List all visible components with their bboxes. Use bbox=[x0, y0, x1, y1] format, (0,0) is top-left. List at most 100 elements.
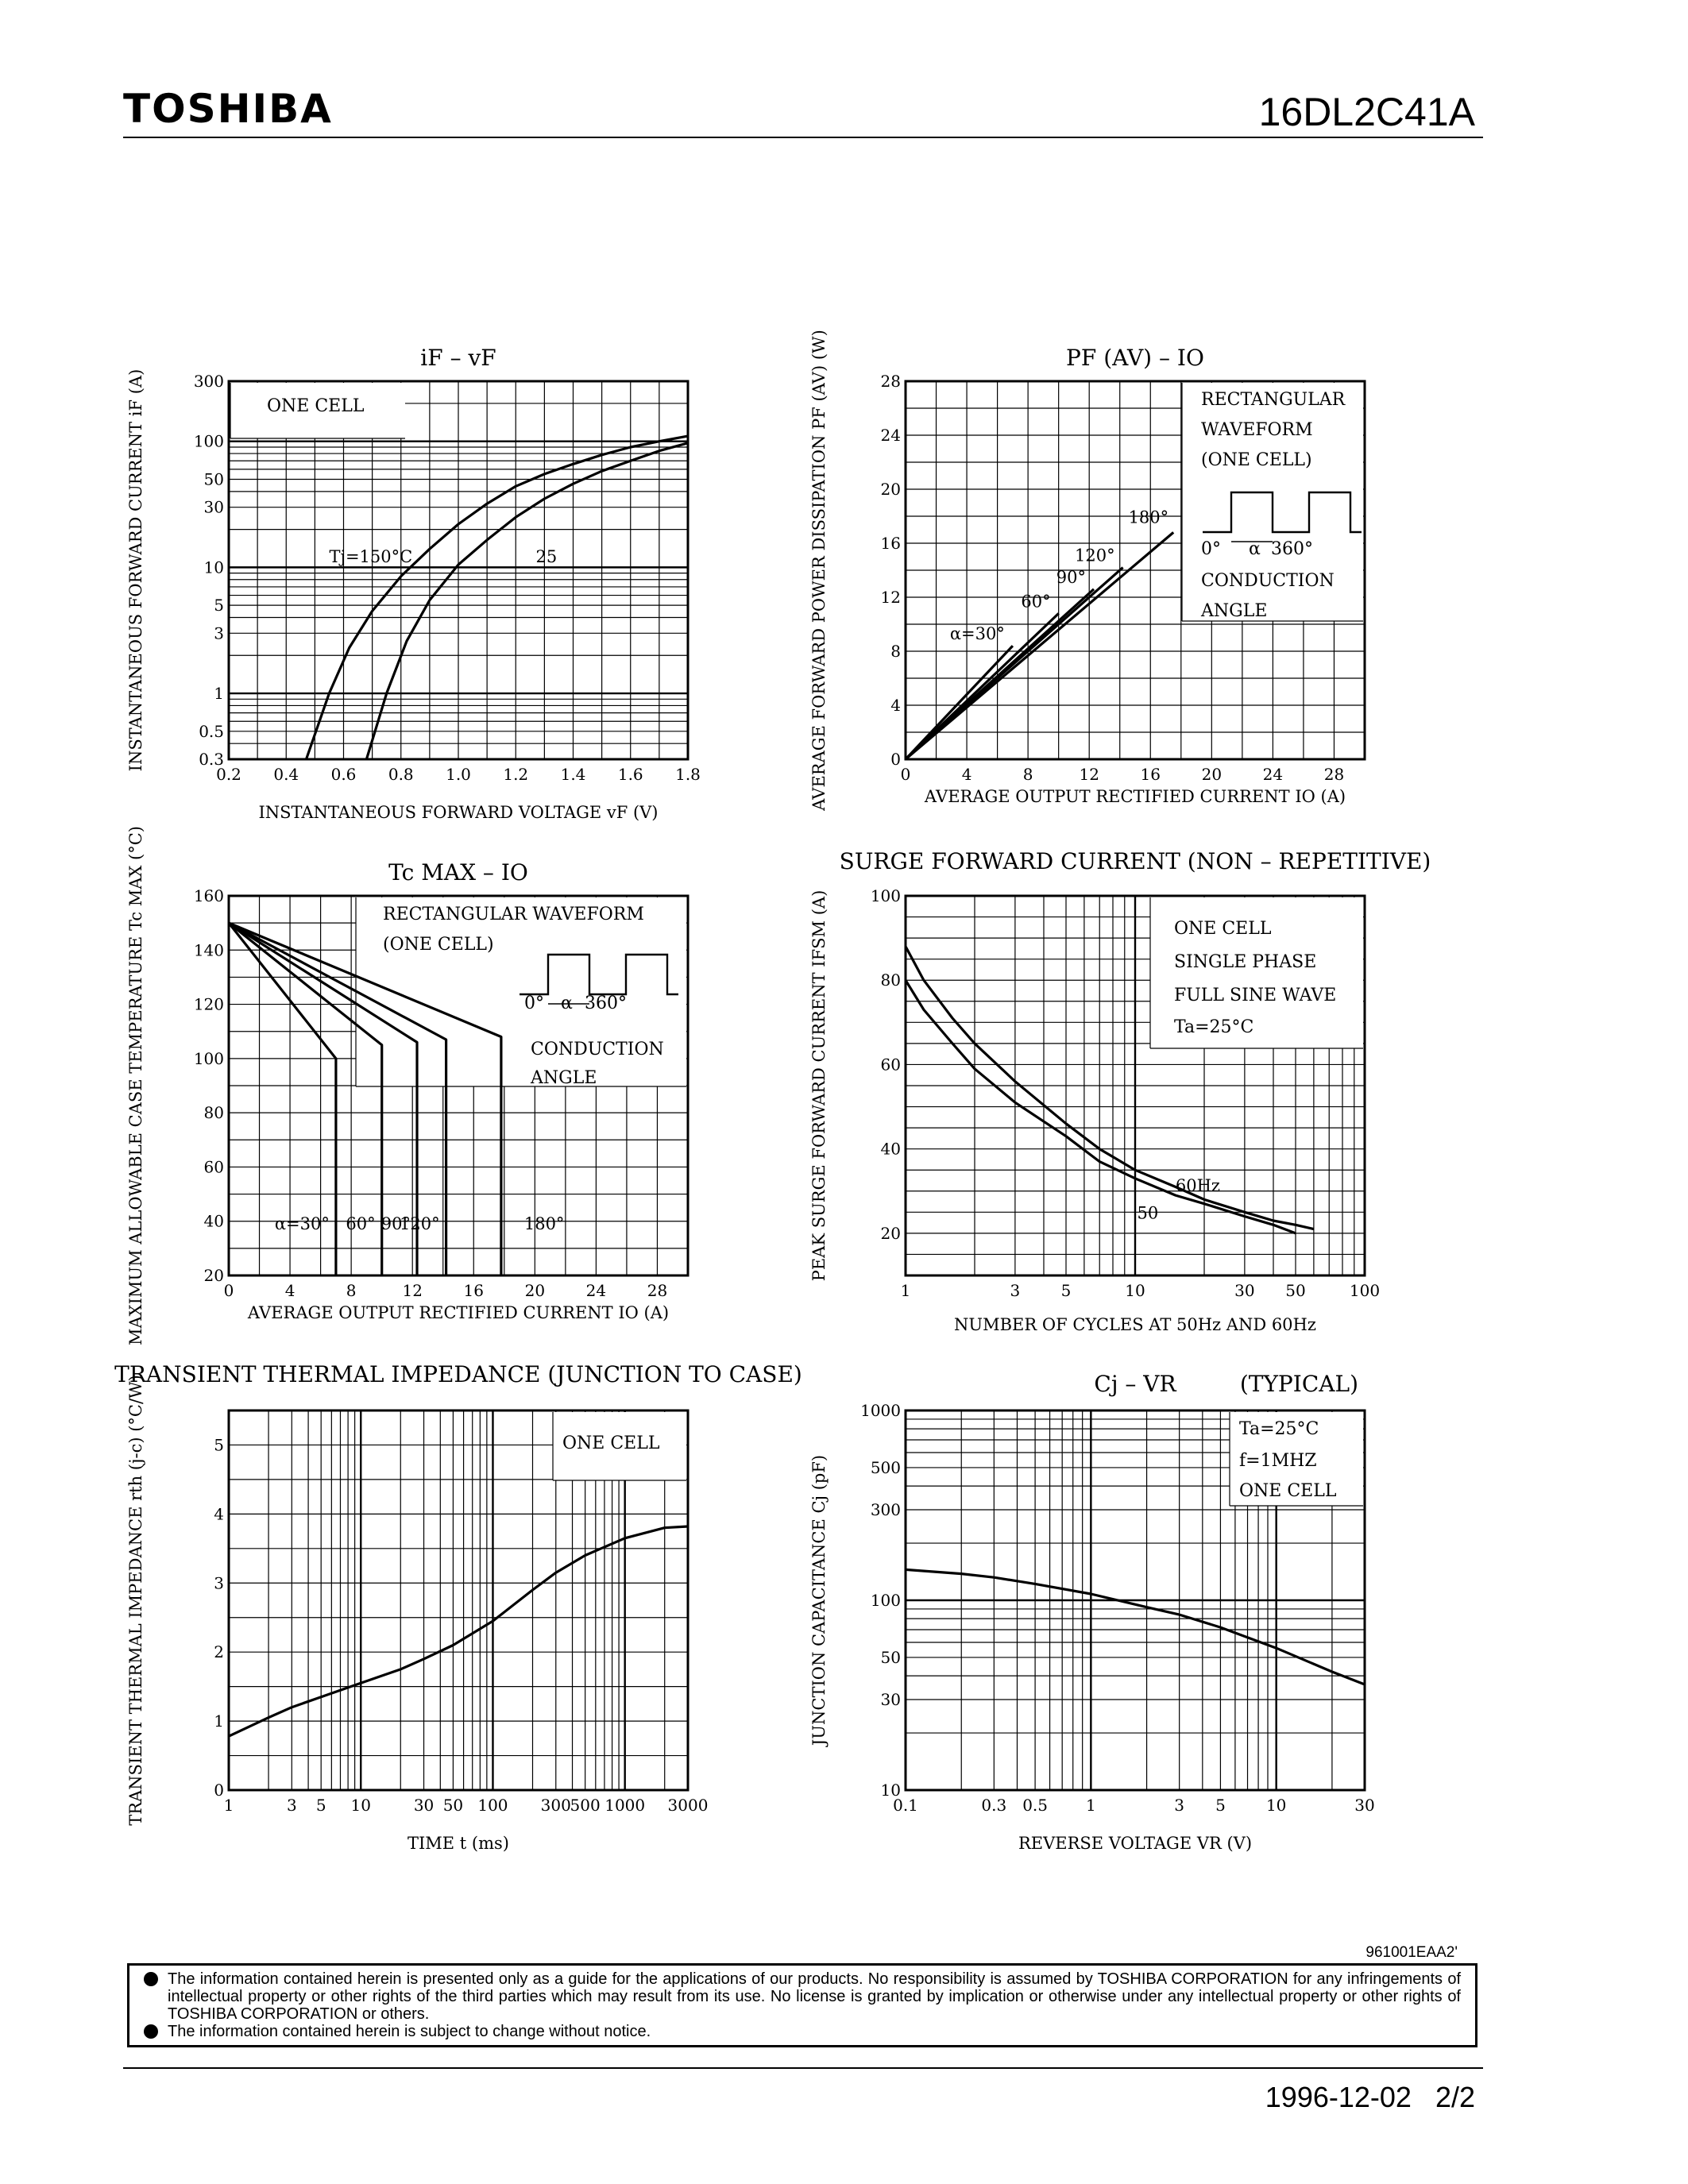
y-tick-label: 100 bbox=[194, 432, 224, 451]
x-tick-label: 28 bbox=[1324, 765, 1344, 784]
y-tick-label: 0.3 bbox=[199, 750, 224, 769]
y-tick-label: 30 bbox=[881, 1690, 901, 1709]
series-line bbox=[304, 434, 689, 760]
y-tick-label: 100 bbox=[871, 1591, 901, 1610]
chart-note: ONE CELL bbox=[267, 396, 365, 416]
chart-title: TRANSIENT THERMAL IMPEDANCE (JUNCTION TO… bbox=[114, 1361, 802, 1387]
x-tick-label: 0.5 bbox=[1022, 1796, 1048, 1815]
x-tick-label: 5 bbox=[316, 1796, 326, 1815]
chart-title: SURGE FORWARD CURRENT (NON – REPETITIVE) bbox=[840, 848, 1431, 874]
chart-note: f=1MHZ bbox=[1239, 1451, 1317, 1471]
x-tick-label: 28 bbox=[647, 1281, 667, 1300]
bullet-icon bbox=[144, 1972, 158, 1986]
x-tick-label: 30 bbox=[1354, 1796, 1374, 1815]
series-label: 60° bbox=[346, 1214, 375, 1233]
series-line bbox=[228, 921, 384, 1275]
series-line bbox=[904, 945, 1315, 1231]
series-line bbox=[228, 921, 419, 1275]
x-tick-label: 1 bbox=[901, 1281, 911, 1300]
disclaimer-text-2: The information contained herein is subj… bbox=[168, 2023, 651, 2040]
plot-frame bbox=[904, 380, 1366, 761]
part-number: 16DL2C41A bbox=[1258, 90, 1475, 134]
series-label: 90° bbox=[1056, 568, 1086, 587]
x-axis-label: NUMBER OF CYCLES AT 50Hz AND 60Hz bbox=[954, 1315, 1316, 1334]
chart-note: (ONE CELL) bbox=[1201, 450, 1312, 470]
x-tick-label: 0.6 bbox=[331, 765, 357, 784]
y-tick-label: 300 bbox=[871, 1500, 901, 1519]
legend-box bbox=[1150, 897, 1363, 1048]
plot-frame bbox=[227, 894, 689, 1277]
chart-note: SINGLE PHASE bbox=[1174, 952, 1316, 972]
footer-date: 1996-12-02 bbox=[1265, 2081, 1412, 2113]
series-line bbox=[905, 1568, 1365, 1686]
y-tick-label: 1 bbox=[214, 684, 224, 703]
plot-frame bbox=[227, 1409, 689, 1792]
y-tick-label: 160 bbox=[194, 886, 224, 905]
chart-title: Cj – VR bbox=[1094, 1371, 1176, 1397]
chart-note: 360° bbox=[1271, 539, 1313, 559]
waveform-icon bbox=[520, 953, 678, 996]
y-tick-label: 40 bbox=[881, 1140, 901, 1159]
chart-note: 360° bbox=[585, 994, 627, 1013]
y-tick-label: 60 bbox=[881, 1055, 901, 1074]
x-tick-label: 16 bbox=[464, 1281, 484, 1300]
disclaimer-text-1: The information contained herein is pres… bbox=[168, 1970, 1461, 2023]
x-tick-label: 0.4 bbox=[273, 765, 299, 784]
plot-frame bbox=[904, 1409, 1366, 1792]
x-tick-label: 12 bbox=[402, 1281, 422, 1300]
y-tick-label: 50 bbox=[881, 1648, 901, 1667]
y-tick-label: 2 bbox=[214, 1642, 224, 1661]
x-tick-label: 100 bbox=[477, 1796, 508, 1815]
series-label: α=30° bbox=[275, 1214, 330, 1233]
series-label: 60° bbox=[1021, 592, 1050, 611]
legend-box bbox=[1230, 1412, 1363, 1506]
y-axis-label: JUNCTION CAPACITANCE Cj (pF) bbox=[809, 1455, 829, 1747]
x-tick-label: 1.6 bbox=[618, 765, 643, 784]
y-tick-label: 28 bbox=[881, 372, 901, 391]
x-tick-label: 5 bbox=[1215, 1796, 1226, 1815]
series-label: 120° bbox=[1075, 546, 1115, 565]
chart-title: Tc MAX – IO bbox=[388, 859, 528, 886]
chart-title: PF (AV) – IO bbox=[1066, 345, 1204, 371]
y-tick-label: 0.5 bbox=[199, 722, 224, 741]
y-tick-label: 20 bbox=[881, 480, 901, 499]
chart-title: iF – vF bbox=[420, 345, 496, 371]
y-axis-label: PEAK SURGE FORWARD CURRENT IFSM (A) bbox=[809, 890, 829, 1282]
y-tick-label: 10 bbox=[881, 1781, 901, 1800]
x-axis-label: REVERSE VOLTAGE VR (V) bbox=[1018, 1834, 1252, 1853]
x-tick-label: 0.8 bbox=[388, 765, 414, 784]
x-tick-label: 1.8 bbox=[675, 765, 701, 784]
plot-frame bbox=[227, 380, 689, 761]
x-tick-label: 24 bbox=[1263, 765, 1283, 784]
x-tick-label: 300 bbox=[541, 1796, 571, 1815]
x-tick-label: 3 bbox=[287, 1796, 297, 1815]
chart-note: ANGLE bbox=[1200, 601, 1267, 621]
x-tick-label: 50 bbox=[443, 1796, 463, 1815]
series-label: 25 bbox=[536, 547, 558, 566]
x-axis-label: TIME t (ms) bbox=[408, 1834, 509, 1853]
x-tick-label: 1 bbox=[1086, 1796, 1096, 1815]
x-tick-label: 0 bbox=[224, 1281, 234, 1300]
plot-frame bbox=[904, 894, 1366, 1277]
y-tick-label: 140 bbox=[194, 940, 224, 959]
x-axis-label: AVERAGE OUTPUT RECTIFIED CURRENT IO (A) bbox=[247, 1303, 669, 1322]
y-axis-label: INSTANTANEOUS FORWARD CURRENT iF (A) bbox=[126, 369, 145, 772]
series-label: 50 bbox=[1137, 1203, 1158, 1222]
footer-page: 2/2 bbox=[1435, 2081, 1475, 2113]
waveform-icon bbox=[1203, 491, 1362, 534]
x-tick-label: 10 bbox=[351, 1796, 371, 1815]
disclaimer-item: The information contained herein is pres… bbox=[144, 1970, 1461, 2023]
legend-box bbox=[356, 897, 686, 1086]
chart-note: FULL SINE WAVE bbox=[1174, 986, 1336, 1005]
series-line bbox=[228, 921, 503, 1275]
series-line bbox=[228, 921, 448, 1275]
x-axis-label: INSTANTANEOUS FORWARD VOLTAGE vF (V) bbox=[258, 803, 658, 822]
x-tick-label: 5 bbox=[1061, 1281, 1072, 1300]
y-tick-label: 8 bbox=[890, 642, 901, 661]
y-tick-label: 300 bbox=[194, 372, 224, 391]
chart-note: WAVEFORM bbox=[1201, 420, 1313, 440]
x-tick-label: 4 bbox=[962, 765, 972, 784]
